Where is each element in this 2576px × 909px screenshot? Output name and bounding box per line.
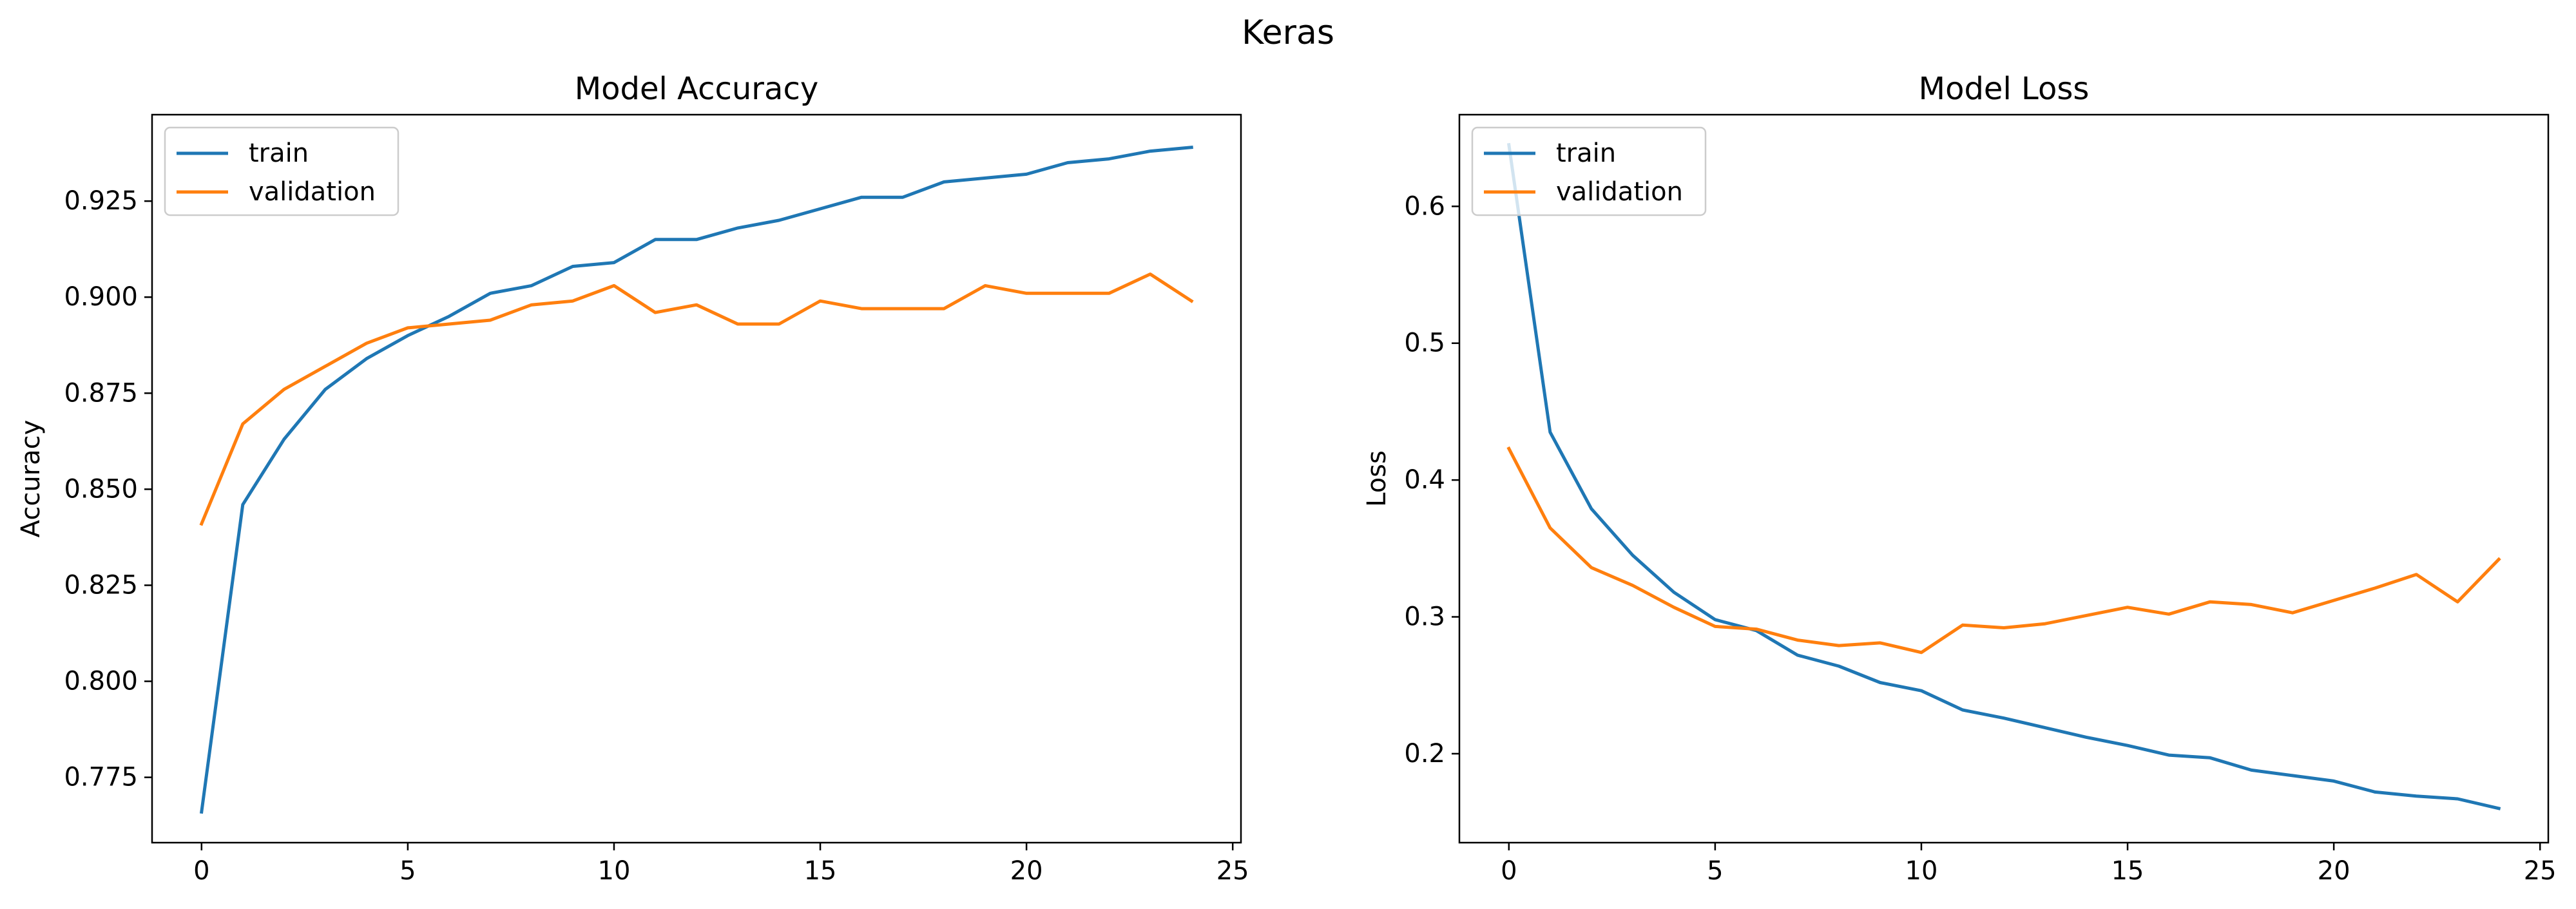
chart0-x-tick-label: 20	[1010, 856, 1043, 886]
chart1-y-tick-label: 0.2	[1404, 739, 1445, 769]
chart0-y-tick-label: 0.900	[64, 282, 138, 312]
chart0-x-tick-label: 5	[399, 856, 416, 886]
chart1-y-axis-label: Loss	[1362, 450, 1392, 507]
chart1-legend-label-validation: validation	[1556, 177, 1683, 207]
chart0-title: Model Accuracy	[575, 71, 819, 107]
chart0-axes-frame	[151, 113, 1242, 844]
chart0-x-tick-label: 15	[804, 856, 837, 886]
chart1-legend: train validation	[1471, 126, 1707, 216]
chart1-legend-label-train: train	[1556, 139, 1616, 168]
chart0-y-tick-label: 0.800	[64, 667, 138, 696]
chart-model-accuracy: Model Accuracy Accuracy 0 5 10 15 20 25 0.775 0.8…	[16, 71, 1249, 886]
figure-title: Keras	[1242, 14, 1334, 52]
chart0-series-train-line	[199, 145, 1193, 814]
chart0-legend-label-validation: validation	[249, 177, 376, 207]
chart1-x-tick-label: 25	[2524, 856, 2557, 886]
chart0-y-axis-label: Accuracy	[16, 420, 46, 538]
chart0-y-tick-label: 0.875	[64, 378, 138, 408]
chart1-series-train-line	[1506, 142, 2501, 810]
chart1-x-tick-label: 10	[1905, 856, 1938, 886]
chart1-series-validation-line	[1506, 446, 2501, 655]
chart1-y-tick-label: 0.5	[1404, 329, 1445, 358]
chart1-y-tick-label: 0.4	[1404, 465, 1445, 495]
chart1-x-tick-label: 15	[2111, 856, 2144, 886]
chart0-y-tick-label: 0.775	[64, 763, 138, 792]
chart0-x-tick-label: 25	[1216, 856, 1249, 886]
chart-model-loss: Model Loss Loss 0 5 10 15 20 25 0.2 0.3 0.4 0.5 0.6 t…	[1362, 71, 2557, 886]
chart0-y-tick-label: 0.825	[64, 570, 138, 600]
chart1-x-tick-label: 0	[1501, 856, 1517, 886]
chart1-x-tick-label: 20	[2318, 856, 2350, 886]
chart1-axes-frame	[1458, 113, 2550, 844]
chart0-legend: train validation	[164, 126, 399, 216]
chart0-y-tick-label: 0.925	[64, 186, 138, 216]
chart0-series-validation-line	[199, 273, 1194, 526]
chart0-y-tick-label: 0.850	[64, 474, 138, 504]
chart0-x-tick-label: 10	[598, 856, 631, 886]
chart1-x-tick-label: 5	[1707, 856, 1723, 886]
chart1-y-tick-label: 0.3	[1404, 602, 1445, 632]
chart1-title: Model Loss	[1919, 71, 2090, 107]
chart0-legend-label-train: train	[249, 139, 309, 168]
chart0-x-tick-label: 0	[193, 856, 209, 886]
chart1-y-tick-label: 0.6	[1404, 191, 1445, 221]
